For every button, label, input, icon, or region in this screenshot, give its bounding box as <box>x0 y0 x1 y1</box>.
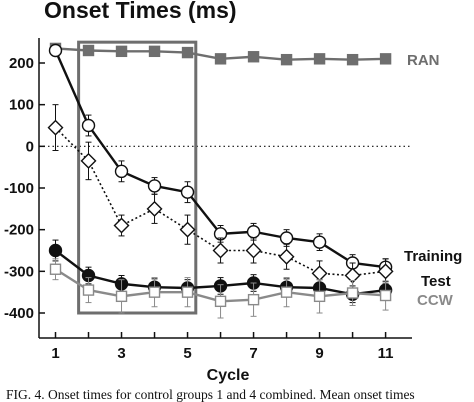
data-point-filled-circle <box>48 243 63 258</box>
data-point-square <box>280 53 293 66</box>
series-ccw <box>49 258 392 319</box>
series-label-test: Test <box>421 273 451 290</box>
data-point-open-square <box>115 290 128 303</box>
series-label-training: Training <box>404 248 462 265</box>
data-point-diamond <box>311 265 328 282</box>
data-point-open-circle <box>246 225 261 239</box>
chart-title: Onset Times (ms) <box>44 0 237 23</box>
data-point-square <box>247 51 260 63</box>
figure-caption: FIG. 4. Onset times for control groups 1… <box>6 387 415 402</box>
data-point-open-circle <box>312 235 327 249</box>
x-tick-label: 9 <box>315 345 323 362</box>
plot-area: 200 100 0 -100 -200 -300 -400 1 3 5 7 9 11 RAN Trainin… <box>4 38 462 362</box>
data-point-square <box>379 53 392 65</box>
data-point-diamond <box>47 119 64 136</box>
data-point-open-circle <box>81 118 96 133</box>
y-tick-label: 0 <box>26 138 34 155</box>
data-point-square <box>346 53 359 66</box>
x-tick-label: 5 <box>183 345 191 362</box>
data-point-open-square <box>181 286 194 298</box>
data-point-open-circle <box>48 43 63 58</box>
series-label-ccw: CCW <box>417 292 454 309</box>
data-point-open-square <box>346 287 359 299</box>
data-point-open-circle <box>180 185 195 199</box>
x-tick-label: 7 <box>249 345 257 362</box>
data-point-diamond <box>377 263 394 280</box>
data-point-diamond <box>245 242 262 259</box>
data-point-square <box>115 45 128 58</box>
x-tick-label: 11 <box>378 345 394 362</box>
y-tick-label: -300 <box>4 263 34 280</box>
data-point-open-circle <box>147 179 162 193</box>
data-point-open-circle <box>279 231 294 245</box>
series-label-ran: RAN <box>407 52 440 69</box>
data-point-square <box>313 53 326 65</box>
series-training <box>48 43 393 276</box>
y-tick-label: -100 <box>4 180 34 197</box>
data-point-diamond <box>212 242 229 259</box>
data-point-open-square <box>148 286 161 298</box>
data-point-open-square <box>49 263 62 275</box>
data-point-square <box>181 46 194 59</box>
data-point-diamond <box>80 152 97 169</box>
y-tick-label: 200 <box>9 55 34 72</box>
data-point-square <box>148 45 161 58</box>
y-tick-label: -400 <box>4 305 34 322</box>
data-point-open-square <box>247 293 260 306</box>
data-point-diamond <box>146 200 163 217</box>
y-tick-label: -200 <box>4 222 34 239</box>
data-point-open-square <box>379 289 392 302</box>
y-tick-label: 100 <box>9 97 34 114</box>
data-point-open-square <box>214 295 227 308</box>
series-unlabeled-diamond <box>47 104 394 289</box>
x-tick-label: 1 <box>51 345 59 362</box>
x-tick-label: 3 <box>117 345 125 362</box>
data-point-diamond <box>278 248 295 265</box>
data-point-square <box>214 53 227 65</box>
highlight-box <box>77 40 198 315</box>
data-point-open-square <box>82 284 95 296</box>
data-point-open-circle <box>114 164 129 179</box>
data-point-open-square <box>313 290 326 303</box>
data-point-diamond <box>113 217 130 234</box>
data-point-open-square <box>280 286 293 298</box>
series-ran <box>49 42 392 66</box>
data-point-diamond <box>179 221 196 238</box>
x-axis-label: Cycle <box>207 367 250 384</box>
data-point-square <box>82 44 95 57</box>
